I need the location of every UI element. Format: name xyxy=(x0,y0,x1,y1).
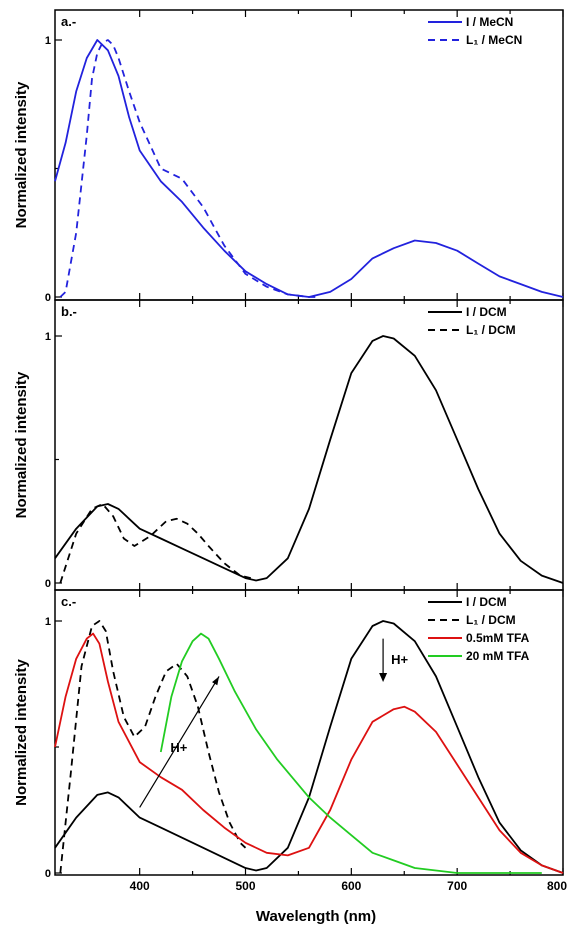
legend-entry: 0.5mM TFA xyxy=(466,631,530,645)
y-tick-label: 0 xyxy=(45,868,51,880)
legend-entry: L₁ / DCM xyxy=(466,323,516,337)
plot-frame xyxy=(54,299,564,591)
y-tick-label: 1 xyxy=(45,331,51,343)
x-tick-label: 500 xyxy=(235,879,255,893)
series-0-5mm-tfa-line xyxy=(54,632,564,874)
arrow-head xyxy=(212,676,220,686)
arrow-head xyxy=(379,672,388,682)
x-tick-label: 600 xyxy=(341,879,361,893)
y-tick-label: 0 xyxy=(45,292,51,304)
plot-frame xyxy=(54,589,564,876)
series-l-mecn-line xyxy=(59,39,320,298)
y-axis-label: Normalized intensity xyxy=(13,371,30,518)
legend-entry: L₁ / DCM xyxy=(466,613,516,627)
panel-label: c.- xyxy=(61,594,76,609)
series-l-dcm-line xyxy=(59,503,252,584)
panel-a: 0 1 a.- Normalized intensity I / MeCN L₁ / Me… xyxy=(13,9,564,304)
series-20-mm-tfa-line xyxy=(159,632,542,874)
panel-b: 0 1 b.- Normalized intensity I / DCM L₁ / DCM xyxy=(13,299,564,591)
annotation-h-plus: H+ xyxy=(391,652,408,667)
series-i-dcm-line xyxy=(54,335,564,584)
panel-label: b.- xyxy=(61,304,77,319)
y-axis-label: Normalized intensity xyxy=(13,658,30,805)
plot-frame xyxy=(54,9,564,301)
legend-entry: 20 mM TFA xyxy=(466,649,530,663)
y-axis-label: Normalized intensity xyxy=(13,81,30,228)
panel-c: 0 1 400 500 600 700 800 c.- Normalized intensity… xyxy=(13,589,567,893)
arrow-up-right xyxy=(139,676,220,808)
x-axis-label: Wavelength (nm) xyxy=(256,908,376,925)
series-i-mecn-line xyxy=(54,39,564,298)
legend-entry: I / MeCN xyxy=(466,15,513,29)
legend-entry: I / DCM xyxy=(466,595,507,609)
y-tick-label: 1 xyxy=(45,616,51,628)
panel-label: a.- xyxy=(61,14,76,29)
y-tick-label: 0 xyxy=(45,578,51,590)
x-tick-label: 400 xyxy=(130,879,150,893)
legend-entry: I / DCM xyxy=(466,305,507,319)
series-i-dcm-line xyxy=(54,620,564,874)
series-l-dcm-line xyxy=(59,620,247,874)
x-tick-label: 800 xyxy=(547,879,567,893)
y-tick-label: 1 xyxy=(45,35,51,47)
legend-entry: L₁ / MeCN xyxy=(466,33,522,47)
x-tick-label: 700 xyxy=(447,879,467,893)
annotation-h-plus: H+ xyxy=(170,740,187,755)
